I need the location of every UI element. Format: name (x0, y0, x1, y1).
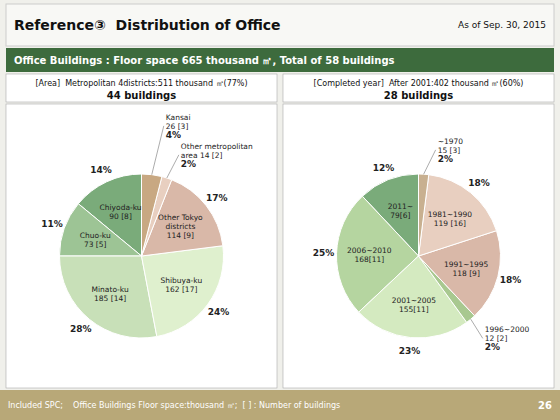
slice-label: Chuo-ku73 [5] (80, 230, 111, 248)
slice-label: 2001~2005155[11] (392, 296, 437, 314)
value-label: 2% (485, 342, 500, 352)
value-label: 25% (313, 248, 335, 258)
leader-line (152, 126, 164, 175)
slice-label: 2011~79[6] (388, 201, 413, 219)
slice (419, 175, 497, 256)
pie-labels: 2011~79[6] 12% 2006~2010168[11] 25% 2001~200… (313, 136, 530, 356)
outside-label: Other metropolitanarea 14 [2]2% (181, 141, 253, 169)
slice-label: 1981~1990119 [16] (428, 209, 473, 227)
outside-label: Kansai26 [3]4% (166, 112, 191, 139)
slice-label: 1991~1995118 [9] (444, 259, 489, 277)
panel-title: [Completed year] After 2001:402 thousand… (314, 79, 524, 88)
panel (283, 104, 554, 388)
slice-label: 1996~200012 [2] (485, 325, 530, 343)
value-label: 2% (438, 154, 453, 164)
value-label: 28% (70, 324, 92, 334)
panel-subtitle: 44 buildings (107, 90, 176, 101)
slice (142, 246, 224, 337)
date: As of Sep. 30, 2015 (458, 20, 546, 30)
value-label: 18% (500, 275, 522, 285)
pie-labels: Chiyoda-ku90 [8] 14% Chuo-ku73 [5] 11% Minat… (41, 112, 253, 334)
panel-subtitle: 28 buildings (384, 90, 453, 101)
footer: Included SPC; Office Buildings Floor spa… (8, 401, 340, 410)
panel-header (6, 74, 277, 102)
value-label: 14% (90, 165, 112, 175)
leader-line (424, 150, 436, 174)
slice-label: Other Tokyodistricts114 [9] (158, 212, 203, 239)
slice (60, 256, 157, 338)
panel-title: [Area] Metropolitan 4districts:511 thous… (35, 79, 247, 88)
slice-label: 2006~2010168[11] (347, 245, 392, 263)
value-label: 2% (181, 159, 196, 169)
value-label: 17% (206, 193, 228, 203)
title: Reference③ Distribution of Office (14, 17, 281, 33)
leader-line (471, 319, 483, 338)
page-number: 26 (538, 400, 552, 411)
slice (60, 204, 142, 256)
title-band (6, 4, 554, 46)
value-label: 11% (41, 219, 63, 229)
slice-label: ~197015 [3] (438, 136, 464, 154)
subtitle-bar (6, 48, 554, 72)
subtitle: Office Buildings : Floor space 665 thous… (14, 55, 395, 66)
value-label: 24% (208, 307, 230, 317)
value-label: 12% (373, 163, 395, 173)
slice-label: Chiyoda-ku90 [8] (100, 202, 142, 220)
pie (336, 174, 500, 338)
slice-label: Other metropolitanarea 14 [2] (181, 141, 253, 159)
page: Reference③ Distribution of Office As of S… (0, 0, 560, 420)
pie (60, 174, 224, 338)
leader-line (167, 155, 179, 178)
slice-label: Shibuya-ku162 [17] (160, 276, 202, 294)
outside-label: 1996~200012 [2]2% (485, 325, 530, 353)
value-label: 4% (166, 130, 181, 140)
outside-label: ~197015 [3]2% (438, 136, 464, 164)
slice-label: Kansai26 [3] (166, 112, 191, 130)
slice-label: Minato-ku185 [14] (92, 285, 129, 303)
footer-bar (0, 390, 560, 420)
value-label: 23% (399, 346, 421, 356)
panel (6, 104, 277, 388)
panel-header (283, 74, 554, 102)
value-label: 18% (468, 178, 490, 188)
